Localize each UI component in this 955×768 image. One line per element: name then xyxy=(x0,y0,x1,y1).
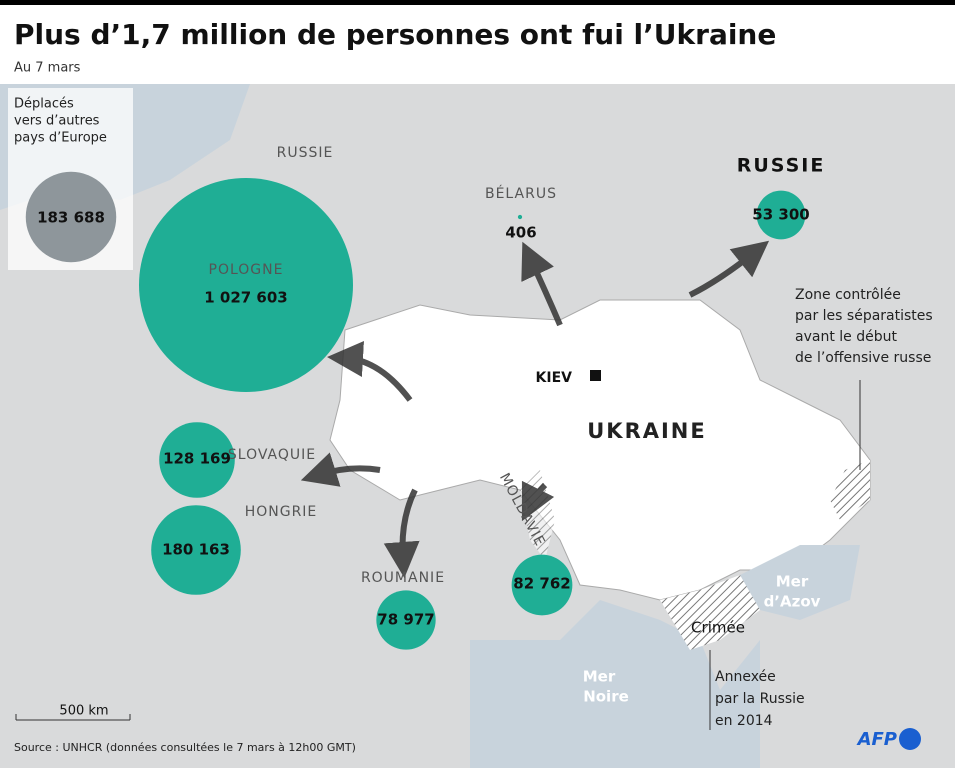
annotation: de l’offensive russe xyxy=(795,350,931,366)
place-label: RUSSIE xyxy=(277,145,334,161)
top-bar xyxy=(0,0,955,5)
bubble xyxy=(25,171,117,263)
bubble-value: 53 300 xyxy=(752,206,809,224)
bubble xyxy=(511,554,573,616)
sea-label: d’Azov xyxy=(764,593,821,611)
annotation: Zone contrôlée xyxy=(795,287,901,303)
country-label: RUSSIE xyxy=(737,155,826,177)
bubble-value: 183 688 xyxy=(37,209,105,227)
legend-text: vers d’autres xyxy=(14,114,100,129)
bubble xyxy=(756,190,806,240)
annotation: avant le début xyxy=(795,329,897,345)
bubble-value: 82 762 xyxy=(513,575,570,593)
bubble-value: 78 977 xyxy=(377,611,434,629)
bubble-value: 406 xyxy=(505,224,536,242)
source: Source : UNHCR (données consultées le 7 … xyxy=(14,741,356,754)
map xyxy=(0,84,955,768)
annotation: Annexée xyxy=(715,669,776,685)
place-label: Crimée xyxy=(691,619,745,637)
country-label: BÉLARUS xyxy=(485,185,557,202)
bubble xyxy=(159,422,235,498)
annotation: par la Russie xyxy=(715,691,805,707)
title: Plus d’1,7 million de personnes ont fui … xyxy=(14,18,776,51)
country-label: UKRAINE xyxy=(587,419,706,443)
bubble-value: 128 169 xyxy=(163,450,231,468)
bubble-value: 1 027 603 xyxy=(204,289,288,307)
country-label: POLOGNE xyxy=(209,262,284,278)
annotation: en 2014 xyxy=(715,713,773,729)
bubble xyxy=(151,505,241,595)
legend-text: pays d’Europe xyxy=(14,131,107,146)
country-label: SLOVAQUIE xyxy=(228,447,316,463)
country-label: ROUMANIE xyxy=(361,570,445,586)
bubble xyxy=(517,214,523,220)
annotation: par les séparatistes xyxy=(795,308,933,324)
subtitle: Au 7 mars xyxy=(14,61,81,76)
legend-text: Déplacés xyxy=(14,97,74,112)
sea-label: Mer xyxy=(583,668,616,686)
bubble xyxy=(376,590,436,650)
city-label: KIEV xyxy=(536,370,573,386)
sea-label: Noire xyxy=(583,688,629,706)
credit: AFP xyxy=(856,729,897,750)
scale-label: 500 km xyxy=(59,704,108,719)
country-label: HONGRIE xyxy=(245,504,318,520)
bubble-value: 180 163 xyxy=(162,541,230,559)
bubble xyxy=(139,178,353,392)
sea-label: Mer xyxy=(776,573,809,591)
